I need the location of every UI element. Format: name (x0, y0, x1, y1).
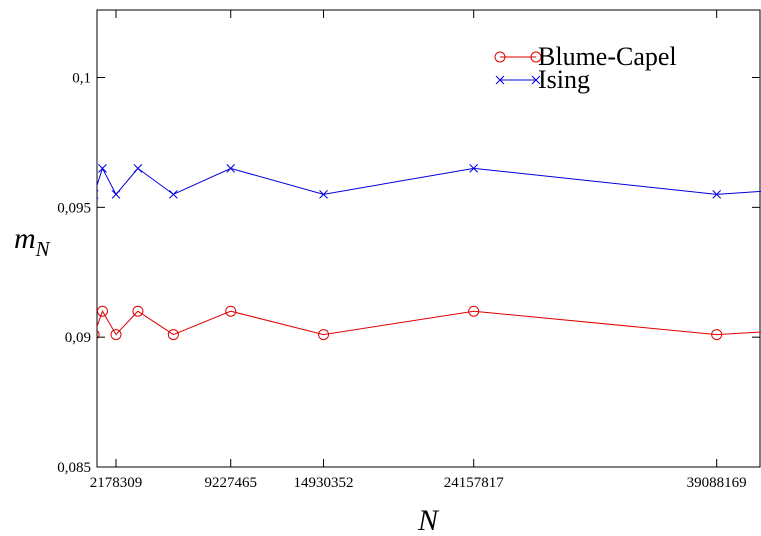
legend-marker (531, 75, 541, 85)
marker (469, 164, 479, 173)
marker (712, 190, 722, 199)
plot-frame (96, 9, 761, 468)
x-tick-label: 2178309 (90, 475, 143, 491)
x-tick-label: 39088169 (687, 475, 747, 491)
marker (110, 329, 122, 341)
marker (97, 305, 108, 317)
y-axis-label-main: m (14, 222, 36, 255)
y-tick-label: 0,09 (65, 330, 91, 346)
y-axis-label: mN (14, 222, 51, 261)
legend-marker (530, 51, 542, 63)
legend-marker (495, 75, 505, 85)
legend-label: Ising (538, 65, 590, 94)
legend-label: Blume-Capel (538, 42, 677, 71)
plot-area (97, 164, 761, 341)
legend-marker (494, 51, 506, 63)
marker (318, 329, 330, 341)
marker (133, 164, 143, 173)
marker (98, 164, 107, 173)
y-tick-label: 0,085 (57, 460, 91, 476)
marker (468, 305, 480, 317)
marker (226, 164, 236, 173)
marker (132, 305, 144, 317)
y-tick-label: 0,095 (57, 200, 91, 216)
marker (225, 305, 237, 317)
marker (167, 329, 179, 341)
marker (97, 329, 100, 340)
series-line (97, 310, 761, 336)
marker (111, 190, 121, 199)
x-tick-label: 14930352 (294, 475, 354, 491)
x-tick-label: 24157817 (444, 475, 505, 491)
y-axis-label-sub: N (35, 237, 51, 261)
x-tick-label: 9227465 (204, 475, 257, 491)
marker (711, 329, 723, 341)
x-axis-label: N (417, 504, 440, 536)
y-tick-label: 0,1 (72, 71, 91, 87)
marker (169, 190, 178, 199)
series-line (97, 167, 761, 196)
marker (319, 190, 328, 199)
